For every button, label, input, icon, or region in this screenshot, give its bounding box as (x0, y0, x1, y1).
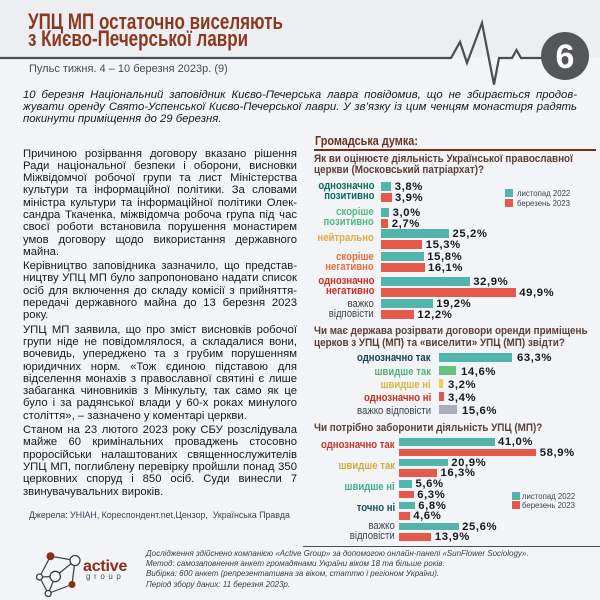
svg-text:6: 6 (556, 38, 575, 76)
